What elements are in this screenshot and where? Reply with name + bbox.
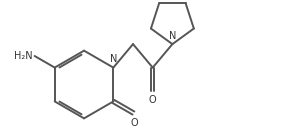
Text: O: O (130, 118, 138, 128)
Text: N: N (169, 31, 176, 41)
Text: H₂N: H₂N (14, 51, 33, 61)
Text: N: N (110, 54, 117, 64)
Text: O: O (149, 95, 157, 105)
